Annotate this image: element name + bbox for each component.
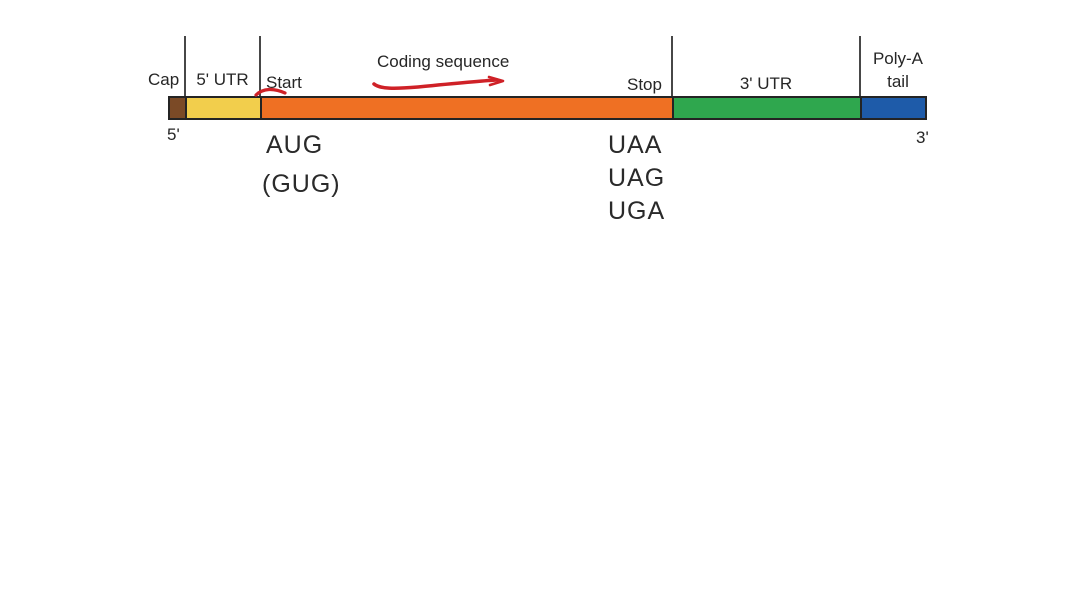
label-cap: Cap [148, 70, 180, 89]
start-codon-alternate: (GUG) [262, 170, 341, 198]
label-five-prime-end: 5' [167, 125, 180, 144]
label-polya-tail: Poly-A tail [858, 47, 938, 93]
label-start: Start [266, 73, 302, 92]
tick-line-start [259, 36, 261, 96]
tick-line-cap-utr5 [184, 36, 186, 96]
mrna-bar [168, 96, 927, 120]
label-coding-sequence: Coding sequence [377, 52, 510, 71]
segment-3utr [672, 96, 862, 120]
stop-codon-uag: UAG [608, 164, 666, 192]
stop-codon-list: UAA UAG UGA [608, 129, 665, 228]
tick-line-utr3-polya [859, 36, 861, 96]
start-codon-primary: AUG [266, 131, 324, 159]
segment-5utr [185, 96, 262, 120]
label-stop: Stop [627, 75, 662, 94]
label-polya-line2: tail [887, 72, 909, 91]
label-5utr: 5' UTR [196, 70, 249, 89]
red-underline-end-hook [487, 75, 505, 87]
stop-codon-uga: UGA [608, 197, 666, 225]
stop-codon-uaa: UAA [608, 131, 663, 159]
segment-coding-sequence [260, 96, 674, 120]
segment-polya-tail [860, 96, 927, 120]
label-polya-line1: Poly-A [872, 49, 924, 68]
tick-line-stop [671, 36, 673, 96]
label-3utr: 3' UTR [739, 74, 793, 93]
red-underline-coding-sequence [372, 78, 499, 91]
label-three-prime-end: 3' [916, 128, 929, 147]
